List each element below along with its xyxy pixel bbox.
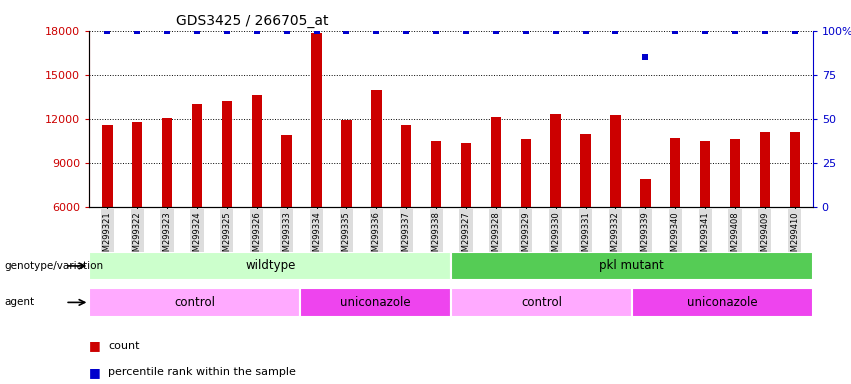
Bar: [132, 122, 142, 207]
Bar: [341, 120, 351, 207]
Point: [190, 28, 203, 34]
Bar: [431, 141, 442, 207]
Point: [220, 28, 234, 34]
Bar: [300, 288, 451, 317]
Bar: [102, 125, 112, 207]
Point: [699, 28, 712, 34]
Point: [250, 28, 264, 34]
Bar: [89, 252, 451, 280]
Bar: [311, 33, 322, 207]
Bar: [580, 134, 591, 207]
Text: control: control: [521, 296, 562, 309]
Bar: [451, 252, 813, 280]
Bar: [790, 132, 800, 207]
Text: wildtype: wildtype: [245, 260, 295, 272]
Bar: [610, 115, 620, 207]
Bar: [551, 114, 561, 207]
Text: uniconazole: uniconazole: [340, 296, 411, 309]
Point: [638, 54, 652, 60]
Point: [399, 28, 413, 34]
Bar: [282, 135, 292, 207]
Bar: [700, 141, 711, 207]
Point: [130, 28, 144, 34]
Point: [519, 28, 533, 34]
Point: [369, 28, 383, 34]
Bar: [162, 118, 172, 207]
Point: [460, 28, 473, 34]
Bar: [730, 139, 740, 207]
Text: agent: agent: [4, 297, 34, 308]
Text: pkl mutant: pkl mutant: [599, 260, 665, 272]
Point: [728, 28, 742, 34]
Text: ■: ■: [89, 366, 106, 379]
Text: ■: ■: [89, 339, 106, 352]
Text: percentile rank within the sample: percentile rank within the sample: [108, 367, 296, 377]
Bar: [631, 288, 813, 317]
Point: [668, 28, 682, 34]
Point: [310, 28, 323, 34]
Point: [280, 28, 294, 34]
Point: [608, 28, 622, 34]
Text: control: control: [174, 296, 215, 309]
Bar: [89, 288, 300, 317]
Point: [340, 28, 353, 34]
Point: [429, 28, 443, 34]
Bar: [491, 117, 501, 207]
Bar: [451, 288, 631, 317]
Text: count: count: [108, 341, 140, 351]
Bar: [640, 179, 650, 207]
Point: [788, 28, 802, 34]
Bar: [371, 89, 381, 207]
Text: uniconazole: uniconazole: [687, 296, 757, 309]
Point: [549, 28, 563, 34]
Text: GDS3425 / 266705_at: GDS3425 / 266705_at: [176, 14, 328, 28]
Bar: [191, 104, 203, 207]
Point: [100, 28, 114, 34]
Bar: [760, 132, 770, 207]
Point: [579, 28, 592, 34]
Bar: [221, 101, 232, 207]
Bar: [401, 125, 411, 207]
Point: [758, 28, 772, 34]
Point: [160, 28, 174, 34]
Bar: [252, 96, 262, 207]
Bar: [670, 138, 681, 207]
Bar: [521, 139, 531, 207]
Text: genotype/variation: genotype/variation: [4, 261, 103, 271]
Bar: [460, 143, 471, 207]
Point: [489, 28, 503, 34]
